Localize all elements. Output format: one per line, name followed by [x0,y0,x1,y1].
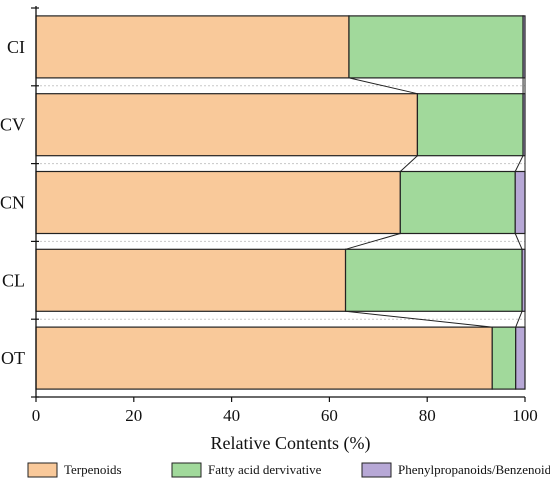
bar-group [35,15,526,390]
x-tick-label-100: 100 [512,406,538,425]
connector-line [515,311,523,328]
category-label-ci: CI [7,37,25,57]
bar-cv-series-2 [522,93,526,157]
category-label-cv: CV [0,115,25,135]
bar-ot-series-1 [491,326,517,390]
connector-line [514,233,523,250]
axes [31,6,526,402]
legend-label-2: Phenylpropanoids/Benzenoids [398,462,550,477]
bar-cn-series-1 [399,170,516,235]
connector-lines [36,77,526,328]
bar-cv-series-0 [35,93,419,157]
bar-cn-series-2 [514,170,526,235]
bar-cn-series-0 [35,170,401,235]
category-label-cl: CL [2,270,25,290]
bar-ci-series-2 [522,15,526,79]
legend-swatch-2 [361,462,392,478]
connector-line [348,77,418,95]
legend-swatch-1 [171,462,202,478]
legend-label-0: Terpenoids [64,462,122,477]
x-tick-label-80: 80 [419,406,436,425]
bar-cl-series-1 [344,248,523,312]
category-labels: CI CV CN CL OT [0,37,25,368]
bar-cl-series-0 [35,248,347,312]
bar-cv-series-1 [416,93,524,157]
category-label-ot: OT [1,348,25,368]
bar-ot-series-2 [515,326,526,390]
x-tick-label-0: 0 [32,406,41,425]
x-tick-labels: 0 20 40 60 80 100 [32,406,538,425]
category-label-cn: CN [0,193,25,213]
connector-line [514,155,524,172]
x-axis-title: Relative Contents (%) [211,433,371,454]
legend: Terpenoids Fatty acid dervivative Phenylpr… [27,462,550,478]
bar-ci-series-0 [35,15,350,79]
connector-line [345,310,493,328]
x-tick-label-40: 40 [223,406,240,425]
legend-swatch-0 [27,462,58,478]
bar-cl-series-2 [521,248,526,312]
legend-label-1: Fatty acid dervivative [208,462,322,477]
connector-line [345,233,401,250]
bar-ci-series-1 [348,15,524,79]
x-tick-label-20: 20 [125,406,142,425]
bar-ot-series-0 [35,326,493,390]
connector-line [399,155,418,172]
x-tick-label-60: 60 [321,406,338,425]
